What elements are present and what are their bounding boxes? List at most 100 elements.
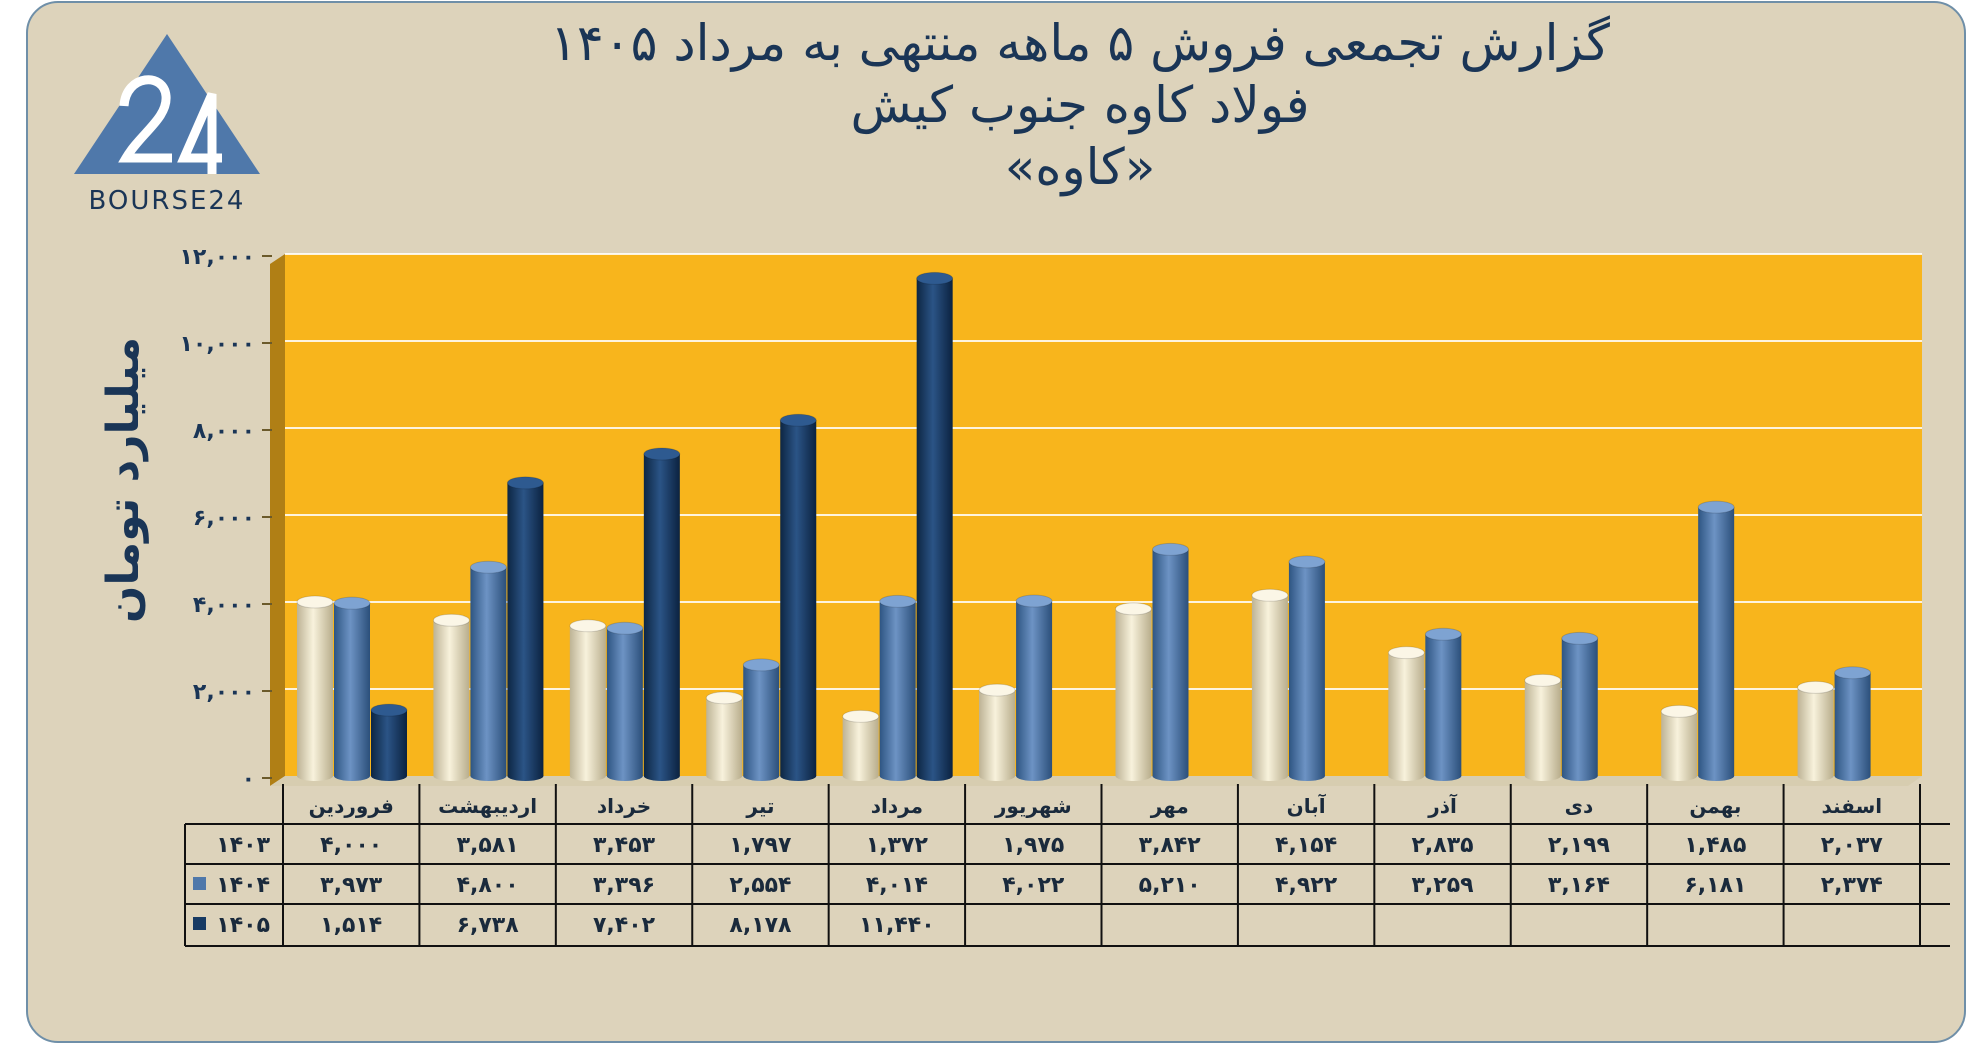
table-cell-value: ۲,۳۷۴ — [1821, 873, 1883, 898]
y-tick-label: ۰ — [242, 767, 255, 792]
bar-cap — [333, 596, 371, 610]
bar-body — [606, 628, 643, 776]
table-cell-value: ۶,۱۸۱ — [1684, 873, 1746, 898]
table-cell-value: ۳,۲۵۹ — [1412, 873, 1474, 898]
bar-body — [879, 601, 916, 776]
bar-cap — [1387, 646, 1425, 660]
bar-base — [470, 771, 507, 781]
table-cell-value: ۳,۵۸۱ — [457, 833, 519, 858]
bar — [506, 476, 544, 781]
bar-cap — [1524, 673, 1562, 687]
bar-body — [1524, 680, 1561, 776]
bar — [779, 413, 817, 781]
bar — [432, 613, 470, 781]
bar-base — [1561, 771, 1598, 781]
bar-cap — [1015, 594, 1053, 608]
y-tick-label: ۲,۰۰۰ — [193, 680, 255, 705]
bar-base — [979, 771, 1016, 781]
bar-cap — [1251, 588, 1289, 602]
bar-cap — [742, 658, 780, 672]
table-header-month: اردیبهشت — [438, 794, 537, 818]
bar-base — [879, 771, 916, 781]
bar — [1152, 542, 1189, 781]
bar-body — [916, 278, 953, 776]
table-header-month: خرداد — [597, 794, 651, 818]
table-cell-value: ۱,۵۱۴ — [320, 913, 382, 938]
table-cell-value: ۱,۹۷۵ — [1002, 833, 1064, 858]
bar — [1424, 627, 1462, 781]
bar-body — [1288, 561, 1325, 776]
table-cell-value: ۲,۱۹۹ — [1548, 833, 1610, 858]
plot-side-wall — [270, 254, 285, 786]
bar-cap — [643, 447, 681, 461]
legend-series-name: ۱۴۰۳ — [216, 833, 270, 858]
table-cell-value: ۷,۴۰۲ — [593, 913, 656, 938]
bar-cap — [1424, 627, 1462, 641]
bar — [1251, 588, 1289, 781]
bar-body — [1425, 634, 1462, 776]
bar-cap — [1115, 602, 1152, 616]
bar — [978, 683, 1016, 781]
bar-base — [1288, 771, 1325, 781]
bar-body — [1698, 507, 1735, 776]
table-header-month: آبان — [1287, 793, 1327, 818]
bar-cap — [842, 709, 880, 723]
table-cell-value: ۱۱,۴۴۰ — [859, 913, 935, 938]
bar — [1797, 680, 1835, 781]
bar-cap — [606, 621, 644, 635]
bar-cap — [1697, 500, 1735, 514]
bar — [1697, 500, 1735, 781]
logo-text: BOURSE24 — [88, 186, 246, 216]
bar-body — [1016, 601, 1053, 776]
bar-body — [743, 664, 780, 776]
y-tick-label: ۸,۰۰۰ — [193, 419, 255, 444]
bar-body — [569, 625, 606, 776]
table-header-month: دی — [1565, 794, 1594, 818]
bar — [569, 619, 607, 781]
table-cell-value: ۵,۲۱۰ — [1139, 873, 1201, 898]
bar-body — [979, 690, 1016, 776]
bar-base — [1661, 771, 1698, 781]
bar-body — [1251, 595, 1288, 776]
bar-base — [507, 771, 544, 781]
bar-body — [371, 710, 407, 776]
table-header-month: مهر — [1150, 794, 1189, 818]
bar — [1524, 673, 1562, 781]
table-cell-value: ۱,۳۷۲ — [866, 833, 929, 858]
table-cell-value: ۴,۰۰۰ — [320, 833, 382, 858]
bar-body — [1834, 672, 1871, 776]
bar — [705, 691, 743, 781]
bar-base — [569, 771, 606, 781]
bar — [1834, 666, 1872, 781]
table-header-month: بهمن — [1689, 794, 1741, 818]
table-cell-value: ۳,۳۹۶ — [593, 873, 655, 898]
bar-base — [1016, 771, 1053, 781]
bar-base — [1251, 771, 1288, 781]
bar-body — [1797, 687, 1834, 776]
bar-body — [842, 716, 879, 776]
bar-cap — [1152, 542, 1189, 556]
bar-base — [433, 771, 470, 781]
bar-cap — [370, 703, 408, 717]
bar-body — [706, 697, 743, 776]
bar-cap — [296, 595, 334, 609]
bar-body — [470, 567, 507, 776]
bar-body — [1152, 549, 1189, 776]
bar — [333, 596, 371, 781]
bar-cap — [469, 560, 507, 574]
bar-base — [643, 771, 680, 781]
legend-swatch — [193, 917, 206, 930]
bar-base — [1152, 771, 1189, 781]
bar-base — [334, 771, 370, 781]
bar-body — [507, 482, 544, 776]
bar-base — [371, 771, 407, 781]
table-cell-value: ۱,۴۸۵ — [1684, 833, 1746, 858]
table-cell-value: ۴,۹۲۲ — [1275, 873, 1338, 898]
table-cell-value: ۳,۴۵۳ — [593, 833, 656, 858]
table-cell-value: ۲,۰۳۷ — [1821, 833, 1884, 858]
bar-base — [1797, 771, 1834, 781]
bar-body — [334, 603, 370, 776]
bar-base — [606, 771, 643, 781]
bar-base — [916, 771, 953, 781]
